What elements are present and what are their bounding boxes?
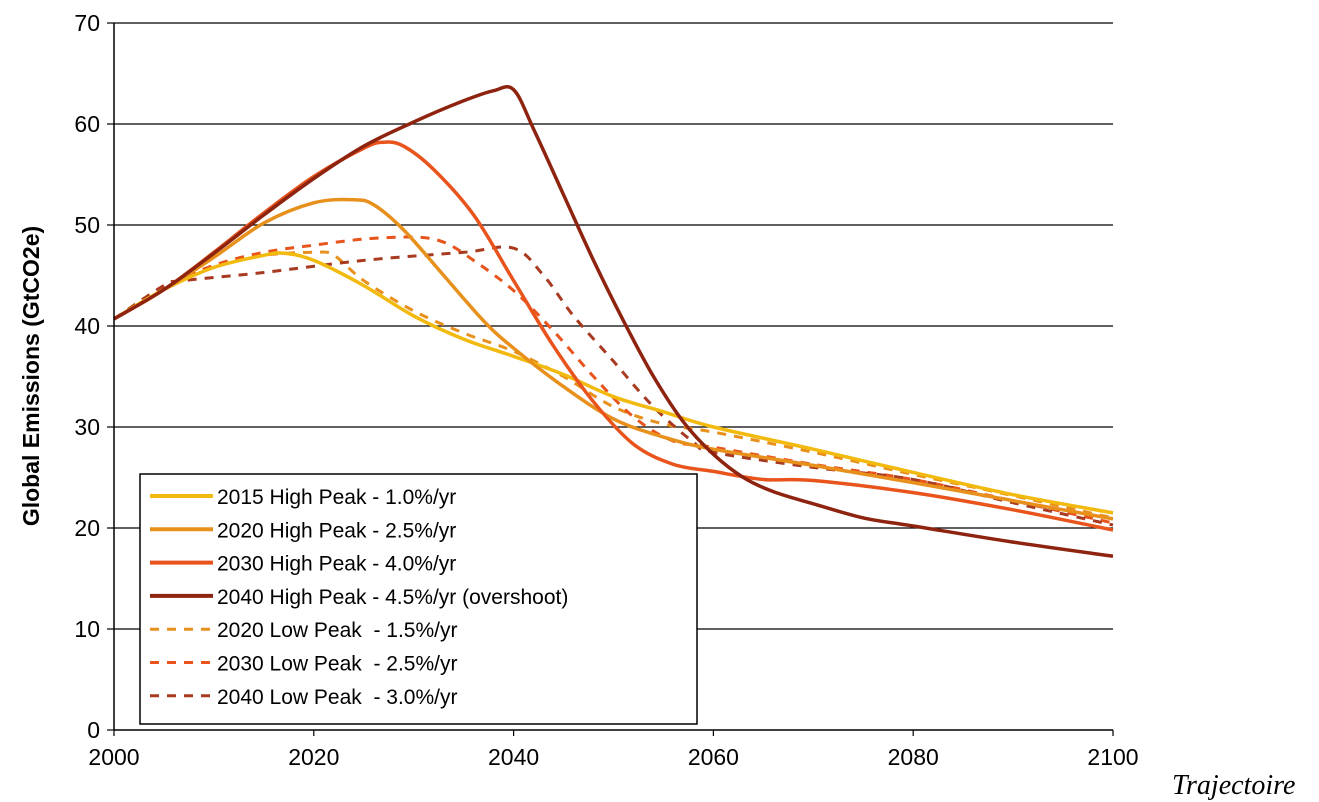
y-tick-label-70: 70 — [74, 10, 100, 36]
legend-label-2: 2020 High Peak - 2.5%/yr — [217, 519, 456, 542]
legend-label-5: 2020 Low Peak - 1.5%/yr — [217, 619, 457, 642]
series-line-7 — [113, 245, 1114, 527]
y-tick-label-0: 0 — [87, 717, 100, 743]
series-line-4 — [113, 84, 1114, 559]
y-tick-label-30: 30 — [74, 414, 100, 440]
caption-trajectoire: Trajectoire — [1172, 770, 1295, 801]
legend-label-3: 2030 High Peak - 4.0%/yr — [217, 553, 456, 576]
y-tick-label-60: 60 — [74, 111, 100, 137]
x-tick-label-2060: 2060 — [688, 744, 739, 770]
legend-box — [139, 473, 698, 725]
legend-label-7: 2040 Low Peak - 3.0%/yr — [217, 686, 457, 709]
series-line-3 — [113, 140, 1114, 532]
legend: 2015 High Peak - 1.0%/yr 2020 High Peak -… — [139, 473, 698, 725]
legend-label-4: 2040 High Peak - 4.5%/yr (overshoot) — [217, 586, 568, 609]
x-tick-label-2040: 2040 — [488, 744, 539, 770]
x-tick-label-2100: 2100 — [1087, 744, 1138, 770]
y-tick-label-50: 50 — [74, 212, 100, 238]
series-line-2 — [113, 197, 1114, 521]
axes: 0 10 20 30 40 50 60 70 2000 2020 2040 2060 2080 2100 — [74, 10, 1138, 770]
y-axis-title: Global Emissions (GtCO2e) — [18, 226, 44, 526]
x-tick-label-2080: 2080 — [888, 744, 939, 770]
y-tick-label-10: 10 — [74, 616, 100, 642]
y-tick-label-20: 20 — [74, 515, 100, 541]
series-line-1 — [113, 251, 1114, 515]
y-tick-label-40: 40 — [74, 313, 100, 339]
x-tick-label-2000: 2000 — [88, 744, 139, 770]
legend-label-6: 2030 Low Peak - 2.5%/yr — [217, 653, 457, 676]
x-tick-label-2020: 2020 — [288, 744, 339, 770]
legend-label-1: 2015 High Peak - 1.0%/yr — [217, 486, 456, 509]
series-lines — [113, 84, 1114, 559]
